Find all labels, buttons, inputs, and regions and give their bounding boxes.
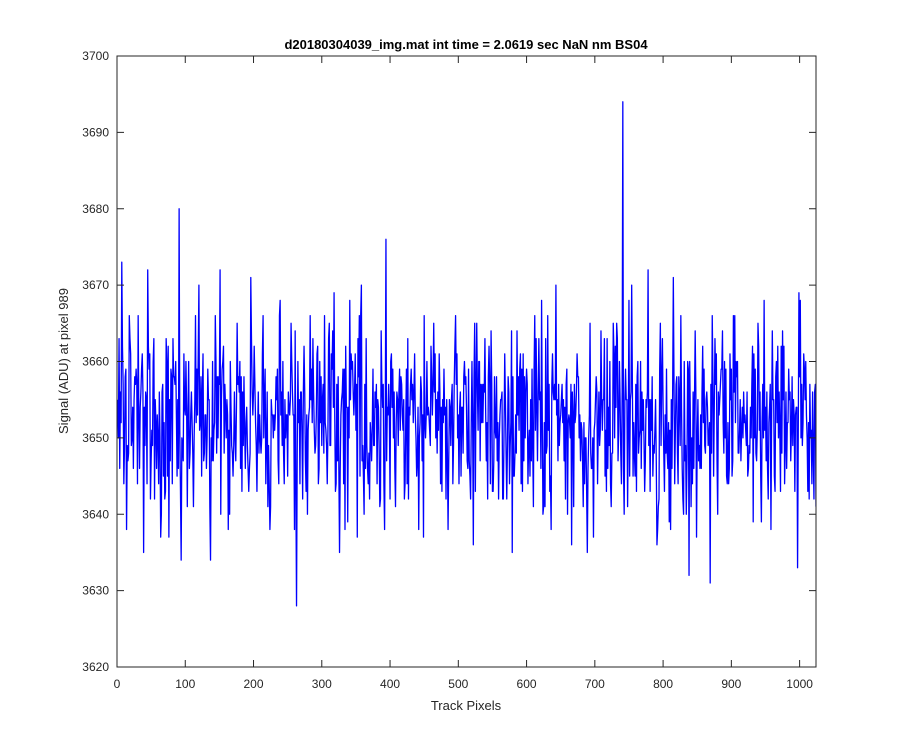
y-tick-label: 3700 — [82, 49, 109, 63]
x-tick-label: 500 — [448, 677, 468, 691]
y-tick-label: 3630 — [82, 584, 109, 598]
y-tick-label: 3690 — [82, 125, 109, 139]
y-axis: 3620 3630 3640 3650 3660 3670 3680 3690 3700 — [82, 49, 816, 674]
x-axis: 0 100 200 300 400 500 600 700 800 900 1000 — [114, 56, 813, 691]
x-tick-label: 1000 — [786, 677, 813, 691]
x-axis-label: Track Pixels — [431, 698, 502, 713]
y-tick-label: 3680 — [82, 202, 109, 216]
plot-background — [117, 56, 816, 667]
series-layer — [117, 101, 816, 607]
x-tick-label: 700 — [585, 677, 605, 691]
y-tick-label: 3670 — [82, 278, 109, 292]
x-tick-label: 100 — [175, 677, 195, 691]
y-tick-label: 3640 — [82, 507, 109, 521]
x-tick-label: 900 — [721, 677, 741, 691]
chart-title: d20180304039_img.mat int time = 2.0619 s… — [284, 37, 648, 52]
y-axis-label: Signal (ADU) at pixel 989 — [56, 288, 71, 434]
x-tick-label: 800 — [653, 677, 673, 691]
x-tick-label: 0 — [114, 677, 121, 691]
series-line-0 — [117, 101, 816, 607]
y-tick-label: 3620 — [82, 660, 109, 674]
x-tick-label: 400 — [380, 677, 400, 691]
x-tick-label: 200 — [244, 677, 264, 691]
plot-area — [116, 55, 817, 668]
y-tick-label: 3660 — [82, 355, 109, 369]
y-tick-label: 3650 — [82, 431, 109, 445]
x-tick-label: 300 — [312, 677, 332, 691]
x-tick-label: 600 — [517, 677, 537, 691]
